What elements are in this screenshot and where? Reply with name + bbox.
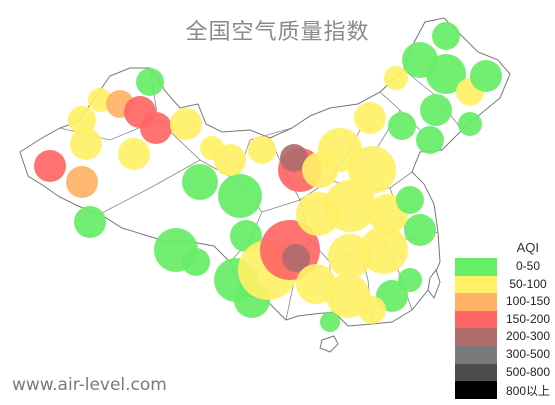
site-watermark: www.air-level.com [12, 375, 167, 395]
aqi-region-good [470, 60, 502, 92]
legend-label: 500-800 [505, 364, 551, 379]
aqi-region-moderate [296, 192, 340, 236]
taiwan-island [427, 268, 441, 300]
legend-item: 300-500 [453, 346, 551, 364]
legend-swatch [455, 381, 497, 400]
aqi-region-good [320, 312, 340, 332]
aqi-region-good [404, 214, 436, 246]
aqi-region-moderate [200, 136, 224, 160]
aqi-region-good [398, 268, 422, 292]
aqi-region-moderate [170, 108, 202, 140]
aqi-region-very-unhealthy [282, 244, 310, 272]
legend-swatch [455, 363, 497, 382]
hainan-island [319, 335, 339, 353]
legend-item: 500-800 [453, 363, 551, 382]
aqi-region-moderate [68, 106, 96, 134]
aqi-region-moderate [118, 138, 150, 170]
legend-swatch [455, 258, 497, 276]
aqi-region-unhealthy [34, 150, 66, 182]
aqi-region-moderate [88, 88, 112, 112]
aqi-region-moderate [248, 136, 276, 164]
aqi-region-moderate [296, 264, 336, 304]
aqi-region-unhealthy [140, 112, 172, 144]
aqi-region-moderate [384, 66, 408, 90]
legend-swatch [455, 346, 497, 364]
legend-label: 300-500 [505, 347, 551, 361]
aqi-blobs [34, 22, 502, 332]
aqi-region-good [396, 186, 424, 214]
aqi-region-good [402, 42, 438, 78]
aqi-region-moderate [358, 296, 386, 324]
aqi-region-good [420, 94, 452, 126]
aqi-region-moderate [328, 234, 372, 278]
aqi-region-good [388, 112, 416, 140]
legend-swatch [455, 293, 497, 312]
legend-item: 50-100 [453, 275, 551, 294]
legend-label: 50-100 [509, 276, 547, 291]
aqi-region-moderate [70, 128, 102, 160]
aqi-region-good [432, 22, 460, 50]
legend-swatch [455, 310, 497, 329]
legend-label: 200-300 [505, 329, 551, 344]
legend-label: 800以上 [505, 384, 551, 399]
legend-item: 150-200 [453, 310, 551, 329]
legend-label: 0-50 [515, 259, 541, 273]
legend-label: 150-200 [505, 311, 551, 326]
aqi-region-good [182, 248, 210, 276]
legend-item: 0-50 [453, 258, 551, 276]
aqi-region-good [182, 164, 218, 200]
aqi-region-good [416, 126, 444, 154]
aqi-legend: AQI 0-50 50-100 100-150 150-200 200-300 300-5… [453, 238, 551, 400]
aqi-region-sensitive [66, 166, 98, 198]
legend-title: AQI [516, 240, 539, 255]
legend-swatch [455, 275, 497, 294]
aqi-region-good [458, 112, 482, 136]
map-title: 全国空气质量指数 [185, 20, 370, 45]
aqi-region-good [136, 68, 164, 96]
aqi-region-good [74, 206, 106, 238]
legend-item: 100-150 [453, 293, 551, 312]
legend-label: 100-150 [505, 294, 551, 309]
aqi-region-very-unhealthy [280, 144, 308, 172]
aqi-region-moderate [354, 102, 386, 134]
legend-swatch [455, 328, 497, 347]
legend-item: 800以上 [453, 381, 551, 400]
legend-item: 200-300 [453, 328, 551, 347]
aqi-region-good [218, 174, 262, 218]
aqi-region-moderate [360, 226, 408, 274]
